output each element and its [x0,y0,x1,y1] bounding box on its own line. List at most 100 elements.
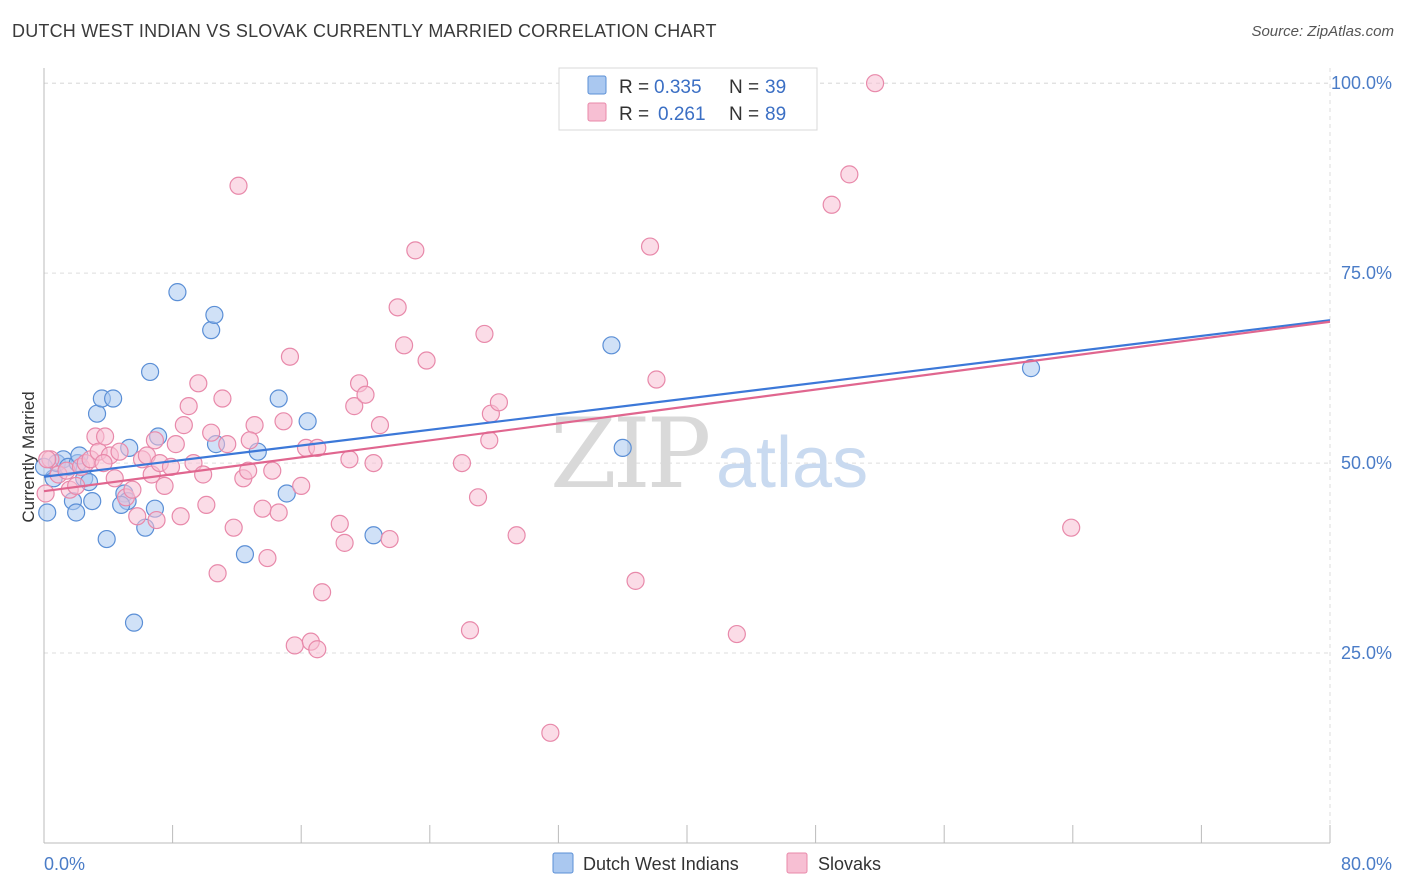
data-point [822,195,841,214]
data-point [202,321,221,340]
legend-n-value-blue: 39 [765,77,786,98]
data-point [335,533,354,552]
data-point [104,389,123,408]
data-point [1021,359,1041,378]
data-point [452,453,472,473]
data-point [840,165,859,184]
data-point [269,503,288,522]
y-tick-label: 100.0% [1331,73,1392,93]
data-point [285,636,304,655]
data-point [865,74,885,93]
data-point [179,397,198,416]
bottom-legend-swatch-blue [552,852,574,874]
data-point [97,529,116,549]
data-point [147,510,166,530]
data-point [394,336,414,355]
data-point [36,484,55,503]
data-point [205,305,224,325]
data-point [460,621,480,640]
data-point [727,624,746,644]
data-point [364,526,383,545]
series-slovaks [36,74,1081,742]
data-point [166,435,185,454]
series-dutch-west-indians [34,283,1041,632]
watermark-zip: ZIP [550,398,709,510]
data-point [213,389,232,408]
watermark: ZIP atlas [550,398,868,510]
x-axis-ticks [43,825,1331,843]
legend-swatch-blue [587,75,607,95]
data-point [364,453,383,473]
source-label: Source: ZipAtlas.com [1251,23,1394,40]
legend-n-label-pink: N = [729,104,759,125]
data-point [202,423,221,442]
bottom-legend-label-pink: Slovaks [818,854,881,874]
y-tick-label: 50.0% [1341,453,1392,473]
y-axis-title: Currently Married [19,391,38,522]
data-point [224,518,243,537]
data-point [263,461,282,480]
data-point [38,503,57,522]
trend-line-dutch-west-indians [43,319,1331,478]
data-point [174,416,193,435]
data-point [124,613,144,632]
legend-r-value-pink: 0.261 [658,104,706,125]
data-point [308,640,327,659]
bottom-legend-label-blue: Dutch West Indians [583,854,739,874]
data-point [640,237,660,256]
data-point [155,476,174,495]
y-axis-tick-labels: 25.0% 50.0% 75.0% 100.0% [1331,73,1392,663]
legend-n-value-pink: 89 [765,104,786,125]
data-point [258,548,277,568]
data-point [253,499,272,518]
data-point [240,431,259,450]
data-point [507,526,526,545]
data-point [140,362,160,382]
y-tick-label: 25.0% [1341,643,1392,663]
x-tick-label-min: 0.0% [44,854,85,874]
data-point [626,571,645,590]
legend-r-value-blue: 0.335 [654,77,702,98]
data-point [417,351,436,370]
data-point [340,450,359,469]
legend-box: R = 0.335 N = 39 R = 0.261 N = 89 [558,67,818,131]
data-point [87,404,107,423]
data-point [292,476,311,495]
data-point [105,469,124,488]
data-point [312,583,332,602]
data-point [298,412,317,431]
data-point [83,491,102,511]
data-point [330,514,349,533]
data-point [235,545,255,564]
data-point [468,488,488,507]
trend-line-slovaks [43,320,1331,493]
data-point [274,412,293,431]
data-point [189,374,208,393]
data-point [145,431,165,450]
data-point [345,397,364,416]
legend-r-label-blue: R = [619,77,649,98]
data-point [388,298,407,317]
data-point [269,389,288,408]
data-point [602,336,621,355]
data-point [370,416,390,435]
legend-swatch-pink [587,102,607,122]
data-point [541,723,560,742]
chart-title: DUTCH WEST INDIAN VS SLOVAK CURRENTLY MA… [12,21,717,41]
data-point [647,370,666,389]
legend-n-label-blue: N = [729,77,759,98]
bottom-legend: Dutch West Indians Slovaks [552,852,881,874]
data-point [277,484,296,503]
data-point [197,495,216,514]
data-point [94,453,113,473]
data-point [229,176,248,195]
data-point [218,435,237,454]
data-point [171,507,190,526]
bottom-legend-swatch-pink [786,852,808,874]
data-point [245,416,264,435]
data-point [356,385,375,404]
data-point [406,241,425,260]
data-point [38,450,57,469]
watermark-atlas: atlas [716,423,868,503]
